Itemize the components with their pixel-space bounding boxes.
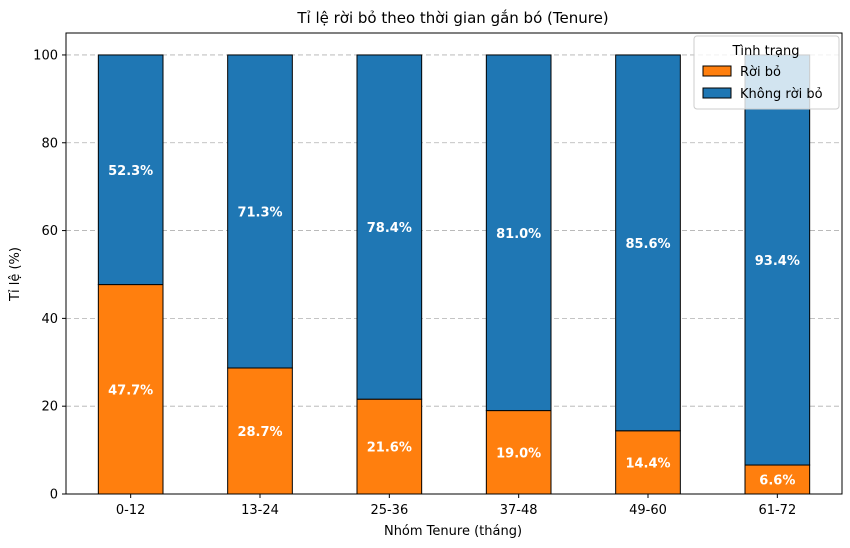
x-tick-label: 25-36 (370, 503, 408, 518)
bar-churn-0-12 (97, 284, 164, 495)
data-label: 93.4% (755, 254, 800, 269)
x-tick-label: 61-72 (758, 503, 796, 518)
bars-group (97, 54, 811, 495)
bar-churn-13-24 (227, 367, 293, 495)
legend-swatch-no-churn (702, 87, 732, 99)
y-tick-label: 100 (33, 48, 58, 63)
x-axis-label: Nhóm Tenure (tháng) (384, 524, 522, 539)
x-tick-label: 0-12 (116, 503, 146, 518)
y-tick-label: 40 (41, 312, 58, 327)
data-labels-group: 47.7% 52.3% 28.7% 71.3% 21.6% 78.4% 19.0% 81.0%… (108, 164, 800, 489)
legend-label-no-churn: Không rời bỏ (740, 87, 823, 102)
legend-label-churn: Rời bỏ (740, 65, 781, 80)
chart-title: Tỉ lệ rời bỏ theo thời gian gắn bó (Tenu… (296, 9, 608, 27)
data-label: 21.6% (367, 441, 412, 456)
axes-group: 0 20 40 60 80 100 0-12 13-24 25-36 37-48 49-60 61-7… (33, 32, 843, 518)
data-label: 52.3% (108, 164, 153, 179)
bar-no-churn-49-60 (615, 54, 681, 432)
data-label: 71.3% (237, 205, 282, 220)
y-tick-label: 80 (41, 136, 58, 151)
bar-no-churn-25-36 (356, 54, 423, 400)
data-label: 14.4% (625, 456, 670, 471)
bar-churn-49-60 (615, 430, 681, 495)
data-label: 28.7% (237, 425, 282, 440)
data-label: 78.4% (367, 221, 412, 236)
y-tick-label: 60 (41, 224, 58, 239)
plot-frame (65, 32, 843, 495)
legend-swatch-churn (702, 65, 732, 77)
x-tick-label: 37-48 (500, 503, 538, 518)
bar-no-churn-37-48 (485, 54, 552, 412)
bar-no-churn-0-12 (97, 54, 164, 286)
legend: Tình trạng Rời bỏ Không rời bỏ (693, 35, 840, 110)
data-label: 6.6% (759, 474, 795, 489)
data-label: 47.7% (108, 383, 153, 398)
y-tick-label: 20 (41, 400, 58, 415)
y-tick-label: 0 (50, 488, 58, 503)
data-label: 81.0% (496, 227, 541, 242)
grid-lines (66, 54, 842, 407)
data-label: 85.6% (625, 237, 670, 252)
y-axis-label: Tỉ lệ (%) (8, 247, 23, 302)
data-label: 19.0% (496, 446, 541, 461)
bar-no-churn-61-72 (744, 54, 811, 466)
bar-no-churn-13-24 (227, 54, 293, 369)
x-tick-label: 13-24 (241, 503, 279, 518)
legend-title: Tình trạng (731, 44, 799, 59)
x-tick-label: 49-60 (629, 503, 667, 518)
